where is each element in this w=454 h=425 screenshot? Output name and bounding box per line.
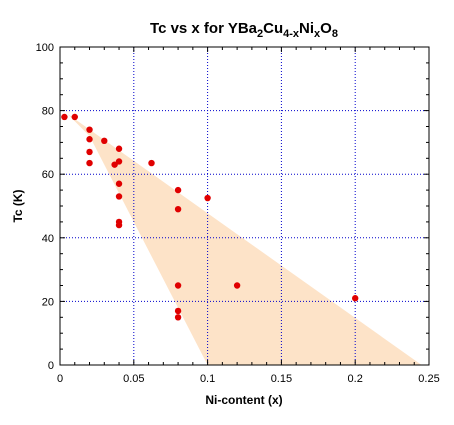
data-point (86, 136, 93, 143)
x-tick-labels: 0 0.05 0.1 0.15 0.2 0.25 (57, 373, 440, 385)
y-tick-label: 100 (36, 42, 54, 54)
data-point (233, 282, 241, 289)
data-point (115, 193, 123, 200)
x-tick-label: 0.25 (418, 373, 439, 385)
data-point (115, 145, 123, 152)
data-point (101, 137, 108, 145)
data-point (174, 205, 182, 213)
data-point (174, 314, 182, 321)
data-point (352, 295, 359, 302)
data-point (115, 221, 123, 229)
grid (60, 47, 429, 365)
y-tick-label: 0 (48, 360, 54, 372)
y-axis-label: Tc (K) (11, 189, 25, 222)
data-point (86, 159, 93, 167)
data-point (174, 282, 182, 289)
y-tick-label: 20 (42, 296, 54, 308)
y-tick-label: 60 (42, 169, 54, 181)
x-tick-label: 0.05 (123, 373, 144, 385)
chart-title: Tc vs x for YBa2Cu4-xNixO8 (150, 20, 338, 40)
y-tick-label: 80 (42, 106, 54, 118)
data-point (174, 186, 182, 194)
data-point (86, 126, 93, 133)
data-point (115, 180, 123, 187)
data-point (86, 148, 93, 156)
data-point (204, 194, 211, 202)
ticks (59, 46, 430, 366)
x-tick-label: 0.15 (271, 373, 292, 385)
data-point (71, 113, 78, 121)
x-tick-label: 0.1 (200, 373, 215, 385)
x-axis-label: Ni-content (x) (205, 393, 282, 407)
x-tick-label: 0 (57, 373, 63, 385)
y-tick-label: 40 (42, 233, 54, 245)
data-point (115, 158, 123, 165)
data-point (61, 113, 68, 121)
y-tick-labels: 0 20 40 60 80 100 (36, 42, 54, 372)
data-point (111, 161, 118, 168)
shaded-region (67, 113, 422, 365)
data-points (61, 113, 359, 321)
x-tick-label: 0.2 (348, 373, 363, 385)
plot-area (59, 46, 430, 366)
data-point (148, 159, 155, 167)
data-point (174, 307, 182, 315)
